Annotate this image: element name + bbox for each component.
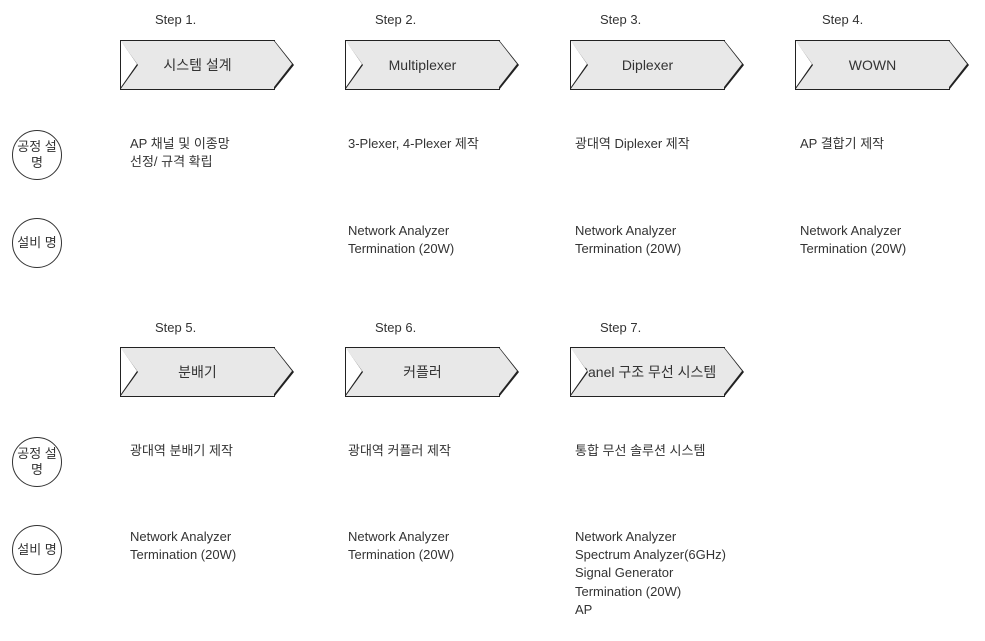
step-label-6: Step 6. xyxy=(375,320,416,335)
equipment-7: Network Analyzer Spectrum Analyzer(6GHz)… xyxy=(575,528,726,619)
process-desc-circle-row1: 공정 설명 xyxy=(12,130,62,180)
process-desc-label-2: 공정 설명 xyxy=(13,446,61,477)
equipment-name-circle-row1: 설비 명 xyxy=(12,218,62,268)
arrow-text-4: WOWN xyxy=(849,57,896,74)
process-desc-label: 공정 설명 xyxy=(13,139,61,170)
arrow-step-7: Panel 구조 무선 시스템 xyxy=(570,347,725,397)
equipment-2: Network Analyzer Termination (20W) xyxy=(348,222,454,258)
process-desc-circle-row2: 공정 설명 xyxy=(12,437,62,487)
arrow-text-1: 시스템 설계 xyxy=(163,57,231,74)
process-desc-2: 3-Plexer, 4-Plexer 제작 xyxy=(348,135,479,153)
arrow-step-3: Diplexer xyxy=(570,40,725,90)
process-desc-5: 광대역 분배기 제작 xyxy=(130,442,233,460)
equipment-name-label: 설비 명 xyxy=(17,235,57,251)
process-desc-6: 광대역 커플러 제작 xyxy=(348,442,451,460)
arrow-step-2: Multiplexer xyxy=(345,40,500,90)
step-label-5: Step 5. xyxy=(155,320,196,335)
arrow-text-5: 분배기 xyxy=(178,364,217,381)
process-desc-4: AP 결합기 제작 xyxy=(800,135,884,153)
equipment-name-label-2: 설비 명 xyxy=(17,542,57,558)
equipment-6: Network Analyzer Termination (20W) xyxy=(348,528,454,564)
process-desc-7: 통합 무선 솔루션 시스템 xyxy=(575,442,705,460)
arrow-text-7: Panel 구조 무선 시스템 xyxy=(579,364,717,381)
arrow-text-3: Diplexer xyxy=(622,57,673,74)
step-label-3: Step 3. xyxy=(600,12,641,27)
arrow-step-4: WOWN xyxy=(795,40,950,90)
equipment-name-circle-row2: 설비 명 xyxy=(12,525,62,575)
arrow-text-2: Multiplexer xyxy=(389,57,457,74)
process-desc-3: 광대역 Diplexer 제작 xyxy=(575,135,690,153)
arrow-step-6: 커플러 xyxy=(345,347,500,397)
step-label-7: Step 7. xyxy=(600,320,641,335)
step-label-4: Step 4. xyxy=(822,12,863,27)
step-label-2: Step 2. xyxy=(375,12,416,27)
step-label-1: Step 1. xyxy=(155,12,196,27)
arrow-text-6: 커플러 xyxy=(403,364,442,381)
process-desc-1: AP 채널 및 이종망 선정/ 규격 확립 xyxy=(130,135,230,171)
arrow-step-1: 시스템 설계 xyxy=(120,40,275,90)
equipment-5: Network Analyzer Termination (20W) xyxy=(130,528,236,564)
equipment-3: Network Analyzer Termination (20W) xyxy=(575,222,681,258)
equipment-4: Network Analyzer Termination (20W) xyxy=(800,222,906,258)
arrow-step-5: 분배기 xyxy=(120,347,275,397)
